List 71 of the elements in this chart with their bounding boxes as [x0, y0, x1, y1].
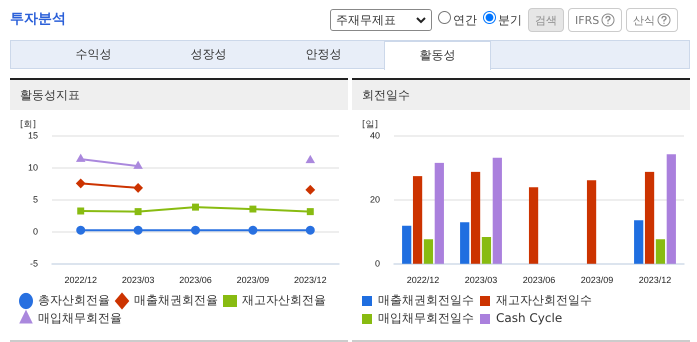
- y-axis-title: [회]: [20, 119, 36, 131]
- bar: [470, 172, 480, 264]
- x-tick-label: 2023/09: [580, 275, 614, 286]
- text: 검색: [535, 12, 557, 28]
- point: [134, 183, 143, 192]
- point: [77, 208, 84, 214]
- y-tick-label: 0: [374, 258, 380, 269]
- bar: [424, 239, 434, 264]
- y-tick-label: -5: [30, 258, 38, 269]
- x-tick-label: 2023/12: [294, 275, 327, 286]
- bar: [460, 222, 470, 264]
- bar: [412, 176, 422, 264]
- y-tick-label: 15: [28, 130, 38, 140]
- bar: [528, 187, 538, 264]
- text: 활동성: [384, 41, 491, 70]
- text: 주재무제표: [336, 12, 396, 28]
- x-tick-label: 2022/12: [64, 275, 97, 286]
- point: [76, 154, 85, 162]
- legend-label: 매출채권회전일수: [378, 293, 474, 308]
- bar: [644, 172, 654, 264]
- x-tick-label: 2023/12: [638, 275, 672, 286]
- point: [249, 206, 256, 213]
- point: [134, 226, 143, 235]
- point: [191, 226, 200, 235]
- bar: [482, 236, 492, 264]
- y-tick-label: 5: [32, 194, 38, 205]
- legend-label: Cash Cycle: [496, 311, 562, 326]
- point: [134, 208, 142, 216]
- x-tick-label: 2022/12: [406, 275, 440, 286]
- x-tick-label: 2023/03: [464, 275, 498, 286]
- text: IFRS: [575, 14, 600, 26]
- legend-label: 총자산회전율: [38, 293, 110, 308]
- legend-label: 매입채무회전일수: [378, 311, 474, 326]
- point: [306, 208, 314, 216]
- bar: [634, 220, 644, 264]
- y-tick-label: 10: [28, 162, 38, 173]
- text: 연간: [453, 13, 477, 27]
- point: [248, 226, 258, 235]
- text: 안정성: [304, 46, 342, 63]
- x-tick-label: 2023/09: [236, 275, 270, 286]
- bar: [402, 226, 412, 264]
- chart-title: 활동성지표: [10, 80, 348, 110]
- x-tick-label: 2023/06: [179, 275, 212, 286]
- bar: [666, 154, 676, 264]
- chart-title: 회전일수: [352, 80, 690, 110]
- point: [306, 226, 315, 235]
- x-tick-label: 2023/06: [522, 275, 556, 286]
- text: 투자분석: [10, 10, 66, 28]
- y-axis-title: [일]: [362, 119, 378, 131]
- point: [134, 162, 142, 169]
- point: [306, 185, 315, 194]
- bar: [434, 162, 444, 264]
- y-tick-label: 0: [32, 226, 38, 237]
- bar: [656, 239, 666, 264]
- point: [306, 156, 314, 164]
- legend-label: 재고자산회전일수: [496, 293, 592, 308]
- legend-label: 재고자산회전율: [242, 293, 326, 308]
- point: [192, 204, 199, 211]
- y-tick-label: 40: [370, 130, 380, 140]
- text: 성장성: [190, 46, 228, 63]
- bar: [586, 180, 596, 264]
- point: [76, 178, 86, 188]
- text: 산식: [633, 12, 656, 28]
- point: [76, 226, 86, 235]
- text: 수익성: [74, 46, 112, 63]
- legend-label: 매출채권회전율: [134, 293, 218, 308]
- text: 분기: [498, 13, 522, 27]
- x-tick-label: 2023/03: [122, 275, 154, 286]
- bar: [492, 158, 502, 264]
- y-tick-label: 20: [370, 194, 380, 205]
- legend-label: 매입채무회전율: [38, 311, 122, 326]
